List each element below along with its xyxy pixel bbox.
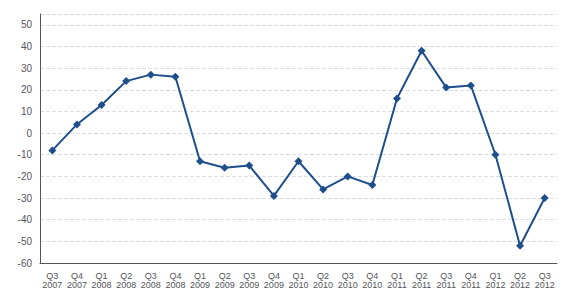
- svg-text:50: 50: [21, 19, 33, 30]
- svg-text:2012: 2012: [510, 280, 530, 290]
- svg-text:-40: -40: [18, 214, 33, 225]
- svg-text:Q3: Q3: [440, 270, 453, 281]
- svg-text:-10: -10: [18, 149, 33, 160]
- svg-text:Q3: Q3: [538, 270, 551, 281]
- svg-text:2009: 2009: [264, 280, 284, 290]
- svg-text:Q4: Q4: [464, 270, 477, 281]
- svg-text:2009: 2009: [239, 280, 259, 290]
- svg-text:2010: 2010: [288, 280, 308, 290]
- svg-text:Q2: Q2: [218, 270, 231, 281]
- svg-text:-30: -30: [18, 193, 33, 204]
- svg-text:40: 40: [21, 41, 33, 52]
- svg-text:2011: 2011: [437, 280, 456, 290]
- svg-text:Q1: Q1: [292, 270, 305, 281]
- svg-text:2012: 2012: [535, 280, 555, 290]
- svg-text:Q2: Q2: [317, 270, 330, 281]
- svg-text:Q4: Q4: [267, 270, 280, 281]
- svg-text:-60: -60: [18, 258, 33, 269]
- svg-text:-20: -20: [18, 171, 33, 182]
- svg-text:2011: 2011: [387, 280, 406, 290]
- svg-text:Q4: Q4: [366, 270, 379, 281]
- svg-text:Q3: Q3: [243, 270, 256, 281]
- svg-text:Q1: Q1: [489, 270, 502, 281]
- svg-text:Q2: Q2: [415, 270, 428, 281]
- svg-text:2011: 2011: [461, 280, 480, 290]
- svg-text:2010: 2010: [338, 280, 358, 290]
- svg-text:2008: 2008: [165, 280, 185, 290]
- svg-text:Q4: Q4: [169, 270, 182, 281]
- svg-text:Q2: Q2: [120, 270, 133, 281]
- svg-text:Q2: Q2: [514, 270, 527, 281]
- svg-text:2012: 2012: [485, 280, 505, 290]
- svg-text:0: 0: [26, 128, 32, 139]
- svg-text:20: 20: [21, 84, 33, 95]
- svg-text:10: 10: [21, 106, 33, 117]
- svg-text:2008: 2008: [92, 280, 112, 290]
- svg-text:Q3: Q3: [341, 270, 354, 281]
- svg-text:30: 30: [21, 63, 33, 74]
- svg-text:Q4: Q4: [70, 270, 83, 281]
- svg-text:2007: 2007: [67, 280, 87, 290]
- svg-text:2007: 2007: [42, 280, 62, 290]
- svg-text:2010: 2010: [362, 280, 382, 290]
- svg-text:2008: 2008: [141, 280, 161, 290]
- svg-text:Q1: Q1: [391, 270, 403, 281]
- svg-text:Q1: Q1: [194, 270, 206, 281]
- svg-text:Q1: Q1: [95, 270, 108, 281]
- svg-text:2009: 2009: [190, 280, 210, 290]
- svg-text:Q3: Q3: [46, 270, 59, 281]
- svg-text:Q3: Q3: [144, 270, 157, 281]
- svg-text:2011: 2011: [412, 280, 431, 290]
- svg-text:2008: 2008: [116, 280, 136, 290]
- svg-text:2009: 2009: [215, 280, 235, 290]
- svg-text:-50: -50: [18, 236, 33, 247]
- svg-text:2010: 2010: [313, 280, 333, 290]
